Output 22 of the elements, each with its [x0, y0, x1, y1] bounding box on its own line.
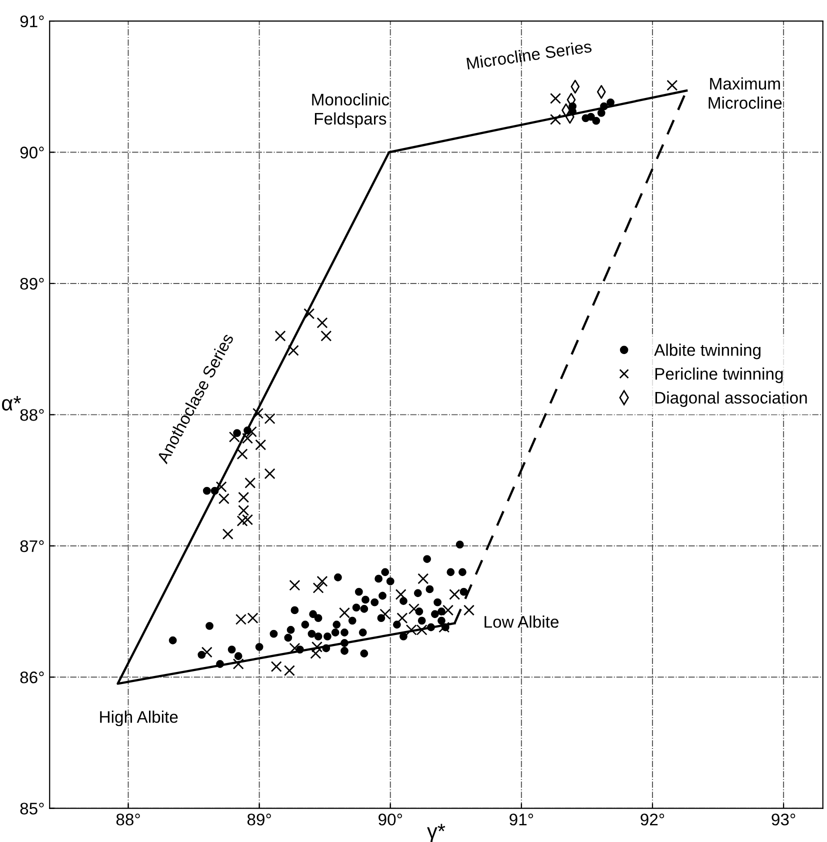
y-tick-label: 86°	[20, 672, 44, 684]
annotation: Low Albite	[484, 616, 559, 628]
x-tick-label: 93°	[772, 814, 796, 826]
x-tick-label: 89°	[247, 814, 271, 826]
annotation: Microcline Series	[466, 40, 592, 70]
y-tick-label: 90°	[20, 146, 44, 158]
legend-label: Diagonal association	[655, 391, 807, 407]
x-tick-label: 90°	[378, 814, 402, 826]
annotation: Maximum Microcline	[708, 77, 782, 109]
y-tick-label: 85°	[20, 802, 44, 815]
legend-label: Pericline twinning	[655, 368, 783, 384]
y-tick-label: 89°	[20, 278, 44, 290]
legend-label: Albite twinning	[654, 344, 760, 360]
x-tick-label: 92°	[640, 814, 664, 826]
annotation: High Albite	[100, 710, 178, 726]
x-tick-label: 88°	[116, 814, 140, 826]
y-axis-title: α*	[2, 396, 21, 411]
x-tick-label: 91°	[510, 814, 534, 826]
y-tick-label: 88°	[20, 409, 44, 421]
annotation: Monoclinic Feldspars	[312, 93, 390, 128]
y-tick-label: 87°	[20, 540, 44, 552]
y-tick-label: 91°	[20, 15, 44, 28]
